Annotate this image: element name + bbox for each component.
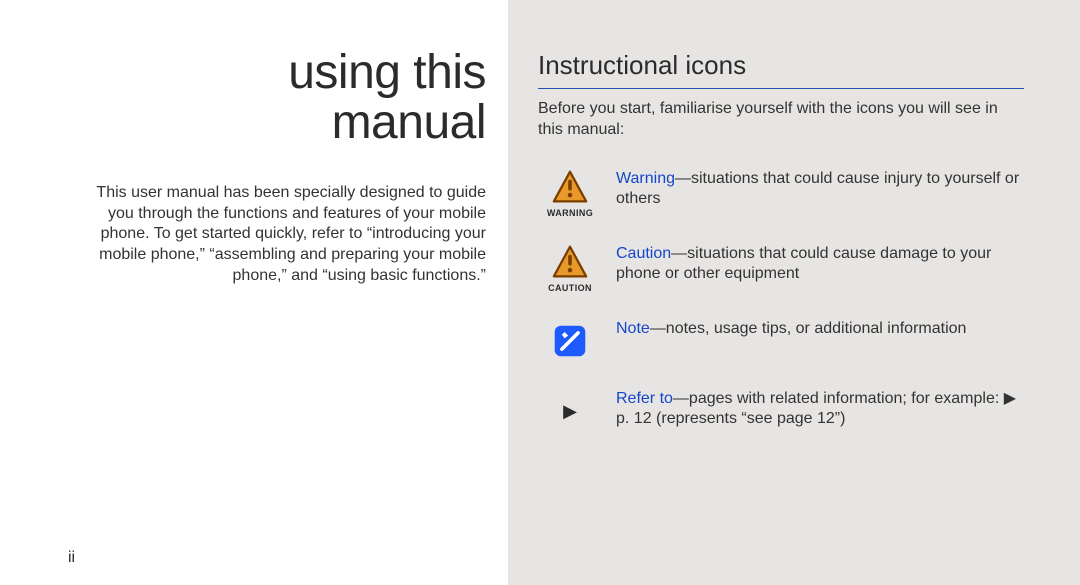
page-title-line1: using this bbox=[288, 46, 486, 99]
icon-row-refer: ▶ Refer to—pages with related informatio… bbox=[538, 389, 1024, 433]
icon-list: WARNING Warning—situations that could ca… bbox=[538, 169, 1024, 433]
page-title: using this manual bbox=[288, 48, 486, 149]
icon-row-warning: WARNING Warning—situations that could ca… bbox=[538, 169, 1024, 218]
icon-term: Refer to bbox=[616, 390, 673, 407]
icon-desc: Refer to—pages with related information;… bbox=[616, 389, 1024, 431]
section-intro: Before you start, familiarise yourself w… bbox=[538, 99, 1024, 141]
icon-caption: CAUTION bbox=[548, 283, 592, 293]
icon-term: Caution bbox=[616, 245, 671, 262]
right-page: Instructional icons Before you start, fa… bbox=[508, 0, 1080, 585]
left-content: using this manual This user manual has b… bbox=[70, 48, 486, 287]
icon-row-note: Note—notes, usage tips, or additional in… bbox=[538, 319, 1024, 363]
icon-desc-text: —situations that could cause damage to y… bbox=[616, 245, 991, 283]
icon-cell: CAUTION bbox=[538, 244, 602, 293]
icon-cell: WARNING bbox=[538, 169, 602, 218]
section-heading: Instructional icons bbox=[538, 50, 1024, 89]
icon-desc: Warning—situations that could cause inju… bbox=[616, 169, 1024, 211]
icon-term: Warning bbox=[616, 170, 675, 187]
caution-triangle-icon bbox=[552, 244, 588, 280]
refer-arrow-icon: ▶ bbox=[563, 401, 577, 422]
icon-desc: Note—notes, usage tips, or additional in… bbox=[616, 319, 1024, 340]
note-square-icon bbox=[552, 323, 588, 359]
icon-desc-text: —situations that could cause injury to y… bbox=[616, 170, 1019, 208]
icon-desc-text: —notes, usage tips, or additional inform… bbox=[650, 320, 967, 337]
icon-desc: Caution—situations that could cause dama… bbox=[616, 244, 1024, 286]
icon-row-caution: CAUTION Caution—situations that could ca… bbox=[538, 244, 1024, 293]
warning-triangle-icon bbox=[552, 169, 588, 205]
icon-desc-text: —pages with related information; for exa… bbox=[616, 390, 1016, 428]
intro-text: This user manual has been specially desi… bbox=[70, 183, 486, 287]
page-title-line2: manual bbox=[332, 96, 486, 149]
icon-caption: WARNING bbox=[547, 208, 593, 218]
icon-cell bbox=[538, 319, 602, 363]
icon-term: Note bbox=[616, 320, 650, 337]
page-number: ii bbox=[68, 549, 75, 567]
left-page: using this manual This user manual has b… bbox=[0, 0, 508, 585]
icon-cell: ▶ bbox=[538, 389, 602, 433]
